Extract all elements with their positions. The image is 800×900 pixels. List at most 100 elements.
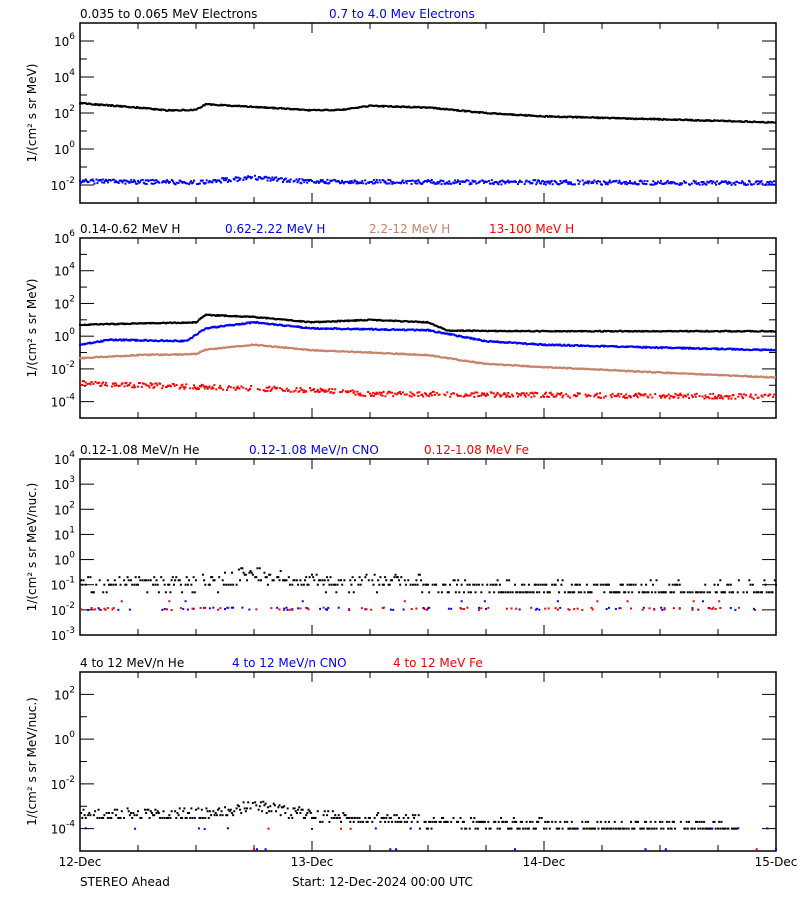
data-point [428, 591, 431, 594]
data-point [376, 181, 379, 184]
data-point [230, 606, 233, 609]
data-point [772, 396, 775, 399]
data-point [221, 579, 224, 582]
data-point [374, 393, 377, 396]
data-point [416, 391, 419, 394]
data-point [192, 387, 195, 390]
data-point [575, 583, 578, 586]
data-point [264, 802, 267, 805]
data-point [207, 583, 210, 586]
data-point [81, 583, 84, 586]
data-point [457, 394, 460, 397]
data-point [225, 389, 228, 392]
data-point [697, 591, 700, 594]
data-point [145, 182, 148, 185]
data-point [135, 339, 138, 342]
data-point [446, 181, 449, 184]
data-point [82, 380, 85, 383]
data-point [647, 396, 650, 399]
data-point [530, 396, 533, 399]
data-point [493, 396, 496, 399]
data-point [133, 384, 136, 387]
data-point [232, 583, 235, 586]
data-point [326, 608, 329, 611]
data-point [272, 802, 275, 805]
data-point [200, 106, 203, 109]
data-point [450, 607, 453, 610]
data-point [282, 389, 284, 392]
data-point [534, 179, 537, 182]
data-point [697, 181, 700, 184]
data-point [554, 583, 557, 586]
data-point [522, 591, 525, 594]
data-point [618, 607, 621, 610]
data-point [256, 567, 259, 570]
data-point [474, 391, 477, 394]
data-point [486, 393, 489, 396]
data-point [371, 579, 374, 582]
data-point [161, 387, 164, 390]
data-point [134, 180, 137, 183]
data-point [712, 180, 715, 183]
data-point [242, 801, 245, 804]
data-point [391, 391, 394, 394]
data-point [364, 179, 367, 182]
data-point [674, 583, 677, 586]
data-point [219, 814, 222, 817]
data-point [573, 183, 576, 186]
data-point [660, 395, 663, 398]
data-point [210, 387, 213, 390]
data-point [256, 388, 259, 391]
data-point [609, 181, 612, 184]
data-point [137, 583, 139, 586]
data-point [270, 607, 273, 610]
data-point [663, 591, 666, 594]
data-point [525, 591, 528, 594]
data-point [361, 179, 364, 182]
data-point [387, 583, 390, 586]
data-point [259, 801, 262, 804]
data-point [641, 608, 644, 611]
data-point [729, 606, 732, 609]
data-point [623, 395, 626, 398]
data-point [106, 607, 109, 610]
data-point [81, 816, 84, 819]
data-point [401, 179, 404, 182]
data-point [715, 183, 718, 186]
data-point [212, 387, 215, 390]
data-point [556, 600, 559, 603]
data-point [772, 183, 775, 186]
data-point [768, 591, 771, 594]
data-point [523, 393, 526, 396]
data-point [110, 385, 113, 388]
data-point [402, 608, 405, 611]
data-point [485, 180, 488, 183]
data-point [497, 183, 500, 186]
data-point [670, 182, 673, 185]
data-point [428, 179, 431, 182]
data-point [154, 808, 157, 811]
data-point [721, 397, 724, 400]
data-point [297, 179, 300, 182]
data-point [328, 181, 331, 184]
data-point [604, 583, 607, 586]
data-point [186, 811, 189, 814]
data-point [221, 814, 224, 817]
data-point [670, 591, 673, 594]
data-point [400, 180, 403, 183]
series-3-1 [80, 567, 777, 594]
data-point [693, 181, 696, 184]
data-point [120, 383, 123, 386]
data-point [693, 393, 696, 396]
data-point [149, 810, 152, 813]
data-point [520, 181, 523, 184]
data-point [104, 179, 107, 182]
data-point [364, 608, 367, 611]
data-point [487, 179, 490, 182]
data-point [420, 579, 423, 582]
data-point [148, 816, 151, 819]
data-point [90, 607, 93, 610]
data-point [105, 178, 108, 181]
data-point [590, 606, 593, 609]
data-point [565, 179, 568, 182]
